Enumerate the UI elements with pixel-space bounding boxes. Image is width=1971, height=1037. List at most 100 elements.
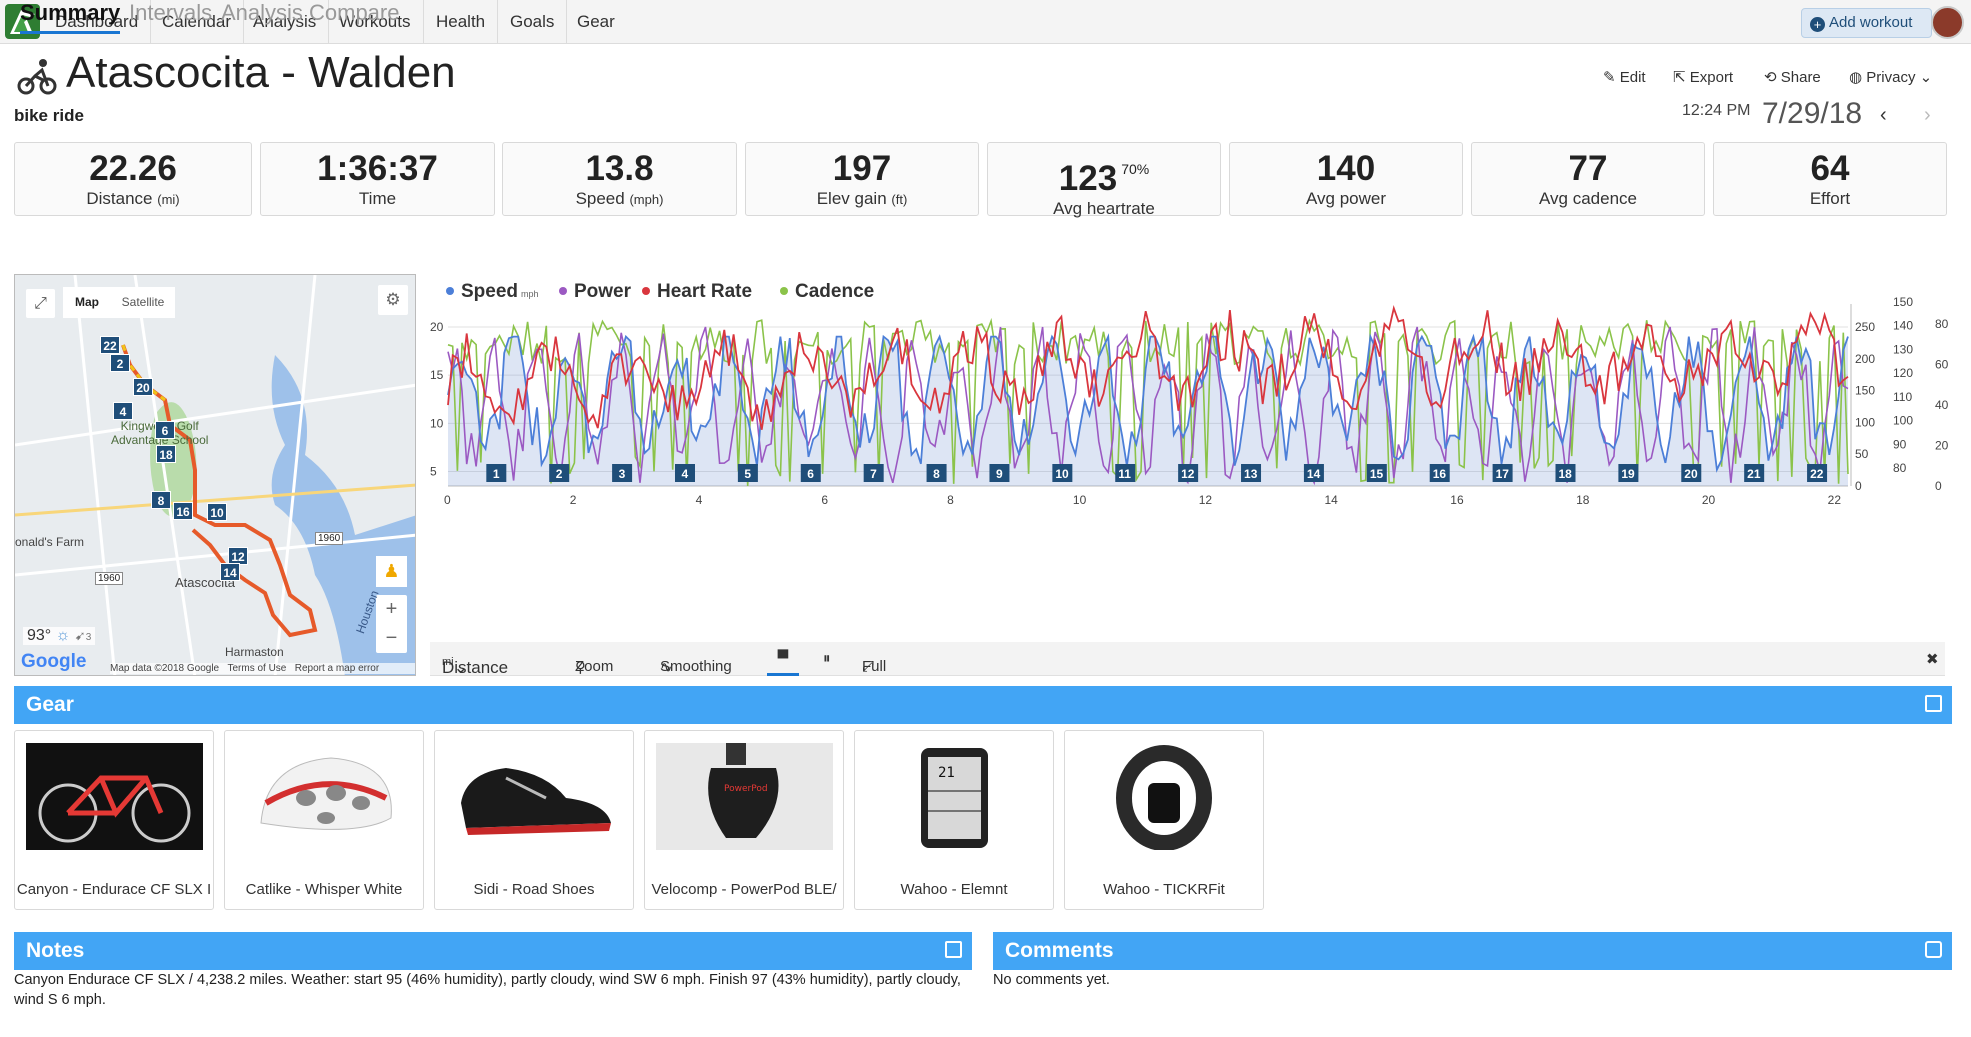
powerpod-image: PowerPod <box>656 743 833 850</box>
stat-label: Distance <box>86 189 153 208</box>
map-lap-marker[interactable]: 4 <box>113 402 133 420</box>
stat-label: Avg heartrate <box>1053 199 1155 218</box>
power-tick-label: 250 <box>1855 320 1875 334</box>
x-tick-label: 8 <box>947 493 954 507</box>
avatar[interactable] <box>1931 6 1964 39</box>
google-logo: Google <box>21 651 87 672</box>
stat-value: 13.8 <box>585 149 654 188</box>
privacy-button[interactable]: ◍ Privacy ⌄ <box>1849 68 1932 86</box>
hr-tick-label: 110 <box>1893 390 1912 404</box>
lap-marker <box>1241 464 1262 482</box>
nav-goals[interactable]: Goals <box>498 0 568 44</box>
gear-label: Velocomp - PowerPod BLE/ <box>651 881 837 898</box>
map-lap-marker[interactable]: 22 <box>100 336 120 354</box>
lap-marker <box>1429 464 1450 482</box>
map-lap-marker[interactable]: 12 <box>228 547 248 565</box>
lap-marker <box>800 464 821 482</box>
x-tick-label: 18 <box>1576 493 1590 507</box>
gear-label: Wahoo - Elemnt <box>900 881 1008 898</box>
gear-item[interactable]: PowerPod Velocomp - PowerPod BLE/ <box>644 730 844 910</box>
tab-intervals[interactable]: Intervals <box>129 0 213 25</box>
fullscreen-icon[interactable]: ⤢ <box>26 289 55 318</box>
gear-item[interactable]: Sidi - Road Shoes <box>434 730 634 910</box>
nav-health[interactable]: Health <box>424 0 499 44</box>
x-tick-label: 10 <box>1073 493 1087 507</box>
map-type-map-button[interactable]: Map <box>63 287 111 318</box>
gear-item[interactable]: Canyon - Endurace CF SLX I <box>14 730 214 910</box>
pegman-icon[interactable]: ♟ <box>376 556 407 587</box>
map-lap-marker[interactable]: 18 <box>156 445 176 463</box>
edit-notes-icon[interactable] <box>945 941 962 958</box>
wave-icon: ∿ <box>660 659 673 676</box>
share-button[interactable]: ⟲ Share <box>1764 68 1821 86</box>
comment-bubble-icon[interactable] <box>1925 941 1942 958</box>
privacy-label: Privacy <box>1866 69 1916 86</box>
prev-workout-icon[interactable]: ‹ <box>1880 104 1887 126</box>
gear-item[interactable]: Catlike - Whisper White <box>224 730 424 910</box>
map-lap-marker[interactable]: 10 <box>207 503 227 521</box>
road-shield: 1960 <box>95 572 124 585</box>
lap-marker <box>486 464 507 482</box>
zoom-in-button[interactable]: + <box>385 598 398 620</box>
map-lap-marker[interactable]: 20 <box>133 378 153 396</box>
tab-summary[interactable]: Summary <box>20 0 121 34</box>
hr-tick-label: 140 <box>1893 319 1913 333</box>
lap-marker-label: 9 <box>996 467 1003 481</box>
comment-icon[interactable]: ▀ <box>767 642 799 676</box>
nav-gear[interactable]: Gear <box>577 12 615 31</box>
x-axis-select[interactable]: Distance mi ⌄ <box>442 650 508 677</box>
map-lap-marker[interactable]: 8 <box>151 491 171 509</box>
lap-marker-label: 8 <box>933 467 940 481</box>
stat-effort: 64 Effort <box>1713 142 1947 216</box>
share-label: Share <box>1780 69 1821 86</box>
close-chart-icon[interactable]: ✖ <box>1926 651 1939 668</box>
lap-marker <box>549 464 570 482</box>
cadence-tick-label: 20 <box>1935 439 1949 453</box>
nav-dashboard[interactable]: Dashboard <box>43 0 152 44</box>
route-map[interactable]: ⤢ Map Satellite ⚙ ♟ + − Kingwood Golf Adv… <box>14 274 416 676</box>
tab-compare[interactable]: Compare <box>309 0 400 25</box>
map-settings-gear-icon[interactable]: ⚙ <box>378 285 408 315</box>
gear-item[interactable]: 21 Wahoo - Elemnt <box>854 730 1054 910</box>
map-lap-marker[interactable]: 14 <box>220 563 240 581</box>
workout-chart[interactable]: Speed mph Power Heart Rate Cadence 5 10 15 20 50 1… <box>428 274 1971 644</box>
pause-icon[interactable]: ⏸ <box>823 650 831 667</box>
report-error-link[interactable]: Report a map error <box>294 663 380 674</box>
stat-value: 1:36:37 <box>317 149 438 188</box>
map-lap-marker[interactable]: 2 <box>110 354 130 372</box>
map-lap-marker[interactable]: 6 <box>155 421 175 439</box>
cadence-line <box>447 317 1849 487</box>
stat-cadence: 77 Avg cadence <box>1471 142 1705 216</box>
tab-analysis[interactable]: Analysis <box>221 0 303 25</box>
page-title: Atascocita - Walden <box>66 48 456 97</box>
export-button[interactable]: ⇱ Export <box>1673 68 1733 86</box>
workout-type: bike ride <box>14 106 84 125</box>
nav-analysis[interactable]: Analysis <box>241 0 330 44</box>
wind-speed-text: 3 <box>85 632 92 643</box>
lap-marker-label: 21 <box>1747 467 1761 481</box>
speed-area <box>448 336 1848 486</box>
wind-icon: ➹ <box>74 628 86 643</box>
next-workout-icon[interactable]: › <box>1924 104 1931 126</box>
map-lap-marker[interactable]: 16 <box>173 502 193 520</box>
lap-marker-label: 6 <box>807 467 814 481</box>
edit-button[interactable]: ✎ Edit <box>1603 68 1646 86</box>
lap-marker-label: 19 <box>1621 467 1635 481</box>
lap-marker <box>989 464 1010 482</box>
weather-readout: 93° ☼ ➹3 <box>23 627 96 645</box>
lap-marker <box>737 464 758 482</box>
stat-label: Effort <box>1809 189 1851 208</box>
map-type-satellite-button[interactable]: Satellite <box>111 287 175 318</box>
lap-marker-label: 7 <box>870 467 877 481</box>
temperature-text: 93° <box>27 627 52 644</box>
terms-link[interactable]: Terms of Use <box>227 663 287 674</box>
add-workout-button[interactable]: + Add workout <box>1801 8 1932 38</box>
nav-workouts[interactable]: Workouts <box>327 0 424 44</box>
nav-calendar[interactable]: Calendar <box>150 0 244 44</box>
gear-item[interactable]: Wahoo - TICKRFit <box>1064 730 1264 910</box>
zoom-out-button[interactable]: − <box>385 627 398 649</box>
plus-icon: + <box>1810 17 1825 32</box>
workout-date: 7/29/18 <box>1762 97 1863 130</box>
comments-text: No comments yet. <box>993 972 1110 988</box>
edit-gear-icon[interactable] <box>1925 695 1942 712</box>
